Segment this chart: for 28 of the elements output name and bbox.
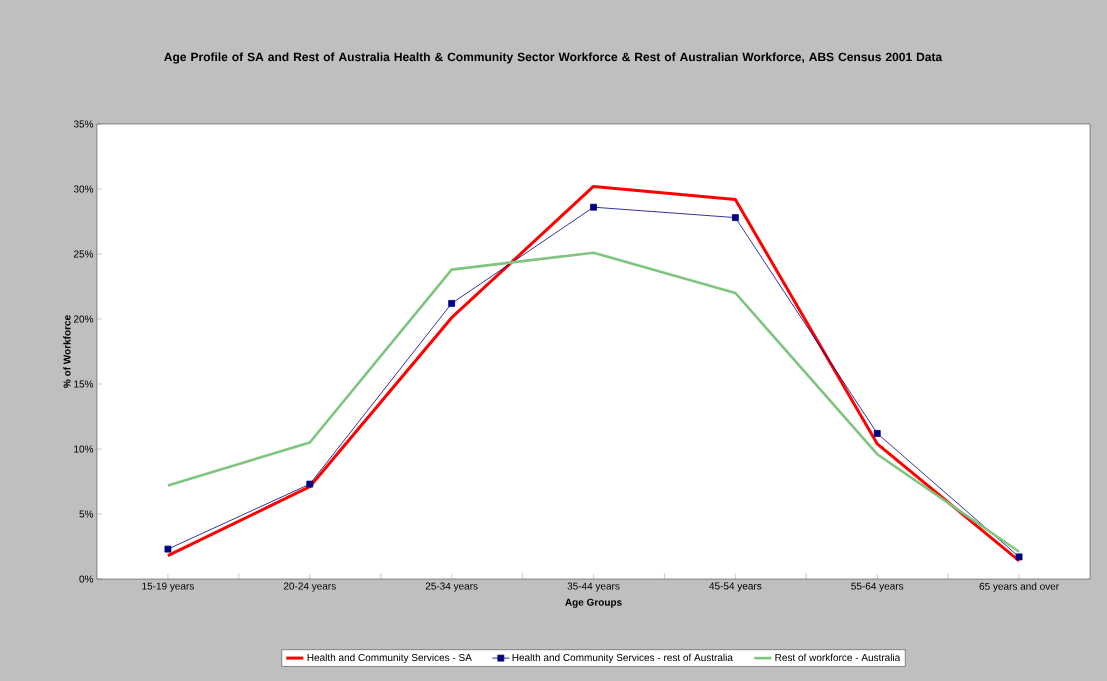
y-tick-label: 35% — [73, 120, 94, 128]
point — [1015, 553, 1023, 561]
legend-label: Health and Community Services - rest of Australia — [512, 653, 733, 664]
y-tick-label: 5% — [79, 510, 94, 518]
x-tick-label: 35-44 years — [567, 582, 620, 592]
point — [731, 214, 739, 221]
point — [590, 203, 597, 211]
point — [306, 480, 314, 488]
point — [448, 300, 456, 307]
y-tick-label: 25% — [73, 250, 94, 258]
y-tick-label: 0% — [79, 575, 94, 583]
x-tick-label: 15-19 years — [142, 582, 194, 592]
point — [873, 430, 881, 437]
point — [164, 545, 172, 553]
x-tick-label: 25-34 years — [425, 582, 478, 592]
x-tick-label: 45-54 years — [709, 582, 762, 592]
y-tick-label: 10% — [74, 445, 94, 453]
chart-title: Age Profile of SA and Rest of Australia Health & Community Sector Workforce & Rest of Australian Workforce, ABS Census 2001 Data — [164, 52, 943, 64]
x-axis-title: Age Groups — [565, 598, 622, 608]
x-tick-label: 20-24 years — [283, 582, 336, 592]
y-tick-label: 15% — [74, 380, 94, 388]
y-tick-label: 20% — [73, 315, 94, 323]
x-tick-label: 55-64 years — [851, 582, 904, 592]
x-tick-label: 65 years and over — [979, 582, 1059, 592]
legend-label: Rest of workforce - Australia — [775, 653, 901, 662]
y-tick-label: 30% — [73, 185, 94, 193]
y-axis-title: % of Workforce — [63, 315, 71, 388]
legend-label: Health and Community Services - SA — [307, 653, 472, 664]
